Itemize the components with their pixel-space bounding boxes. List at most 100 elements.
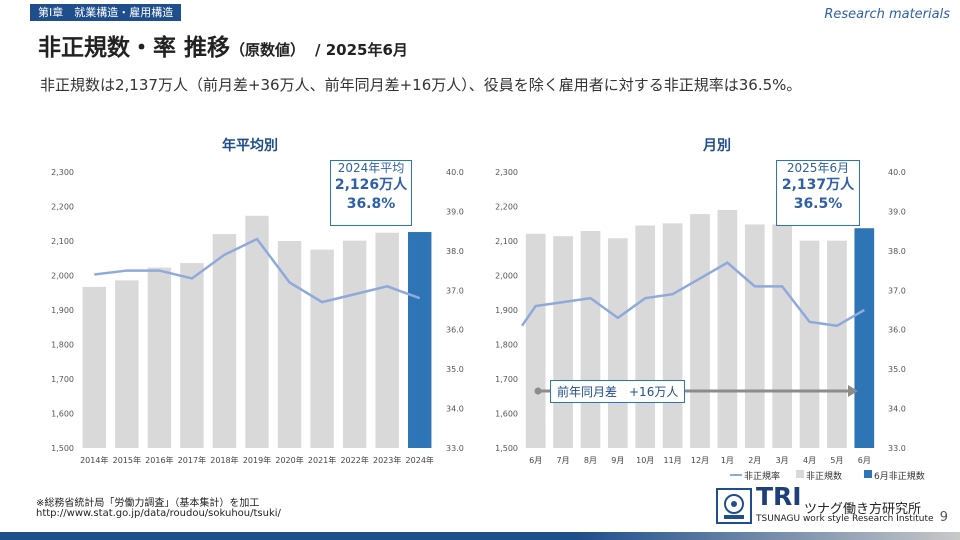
title-main: 非正規数・率 推移 xyxy=(38,35,231,61)
bar xyxy=(115,280,139,448)
yoy-diff-label: 前年同月差 +16万人 xyxy=(550,380,686,403)
annual-callout-count: 2,126万人 xyxy=(334,177,408,193)
x-tick-label: 6月 xyxy=(858,456,871,465)
brand-logo-block: TRI ツナグ働き方研究所 TSUNAGU work style Researc… xyxy=(716,482,934,530)
source-url[interactable]: http://www.stat.go.jp/data/roudou/sokuho… xyxy=(36,508,281,519)
y2-tick-label: 39.0 xyxy=(446,207,464,216)
y-tick-label: 1,700 xyxy=(51,375,74,384)
bar xyxy=(180,263,204,448)
bottom-bar xyxy=(0,532,960,540)
x-tick-label: 2014年 xyxy=(80,455,108,465)
rate-line xyxy=(94,237,421,304)
source-note: ※総務省統計局「労働力調査」（基本集計）を加工 xyxy=(36,498,260,509)
bar xyxy=(799,240,820,448)
annual-callout-period: 2024年平均 xyxy=(337,161,405,175)
bar xyxy=(342,240,367,448)
x-tick-label: 2022年 xyxy=(340,455,368,465)
monthly-callout: 2025年6月 2,137万人 36.5% xyxy=(776,160,860,226)
page-title: 非正規数・率 推移（原数値） / 2025年6月 xyxy=(38,28,408,62)
x-tick-label: 2019年 xyxy=(243,455,271,465)
bar xyxy=(772,224,793,448)
x-tick-label: 2024年 xyxy=(406,455,434,465)
x-tick-label: 6月 xyxy=(529,456,542,465)
y2-tick-label: 38.0 xyxy=(446,247,464,256)
y2-tick-label: 39.0 xyxy=(888,207,906,216)
y2-tick-label: 36.0 xyxy=(888,326,906,335)
y2-tick-label: 38.0 xyxy=(888,247,906,256)
y-tick-label: 1,500 xyxy=(495,444,518,453)
research-label: Research materials xyxy=(824,7,950,22)
x-tick-label: 2017年 xyxy=(178,455,206,465)
bar xyxy=(635,225,656,448)
y-tick-label: 2,200 xyxy=(51,203,74,212)
title-date: / 2025年6月 xyxy=(315,41,408,59)
bar xyxy=(662,223,683,448)
y-tick-label: 2,300 xyxy=(495,168,518,177)
x-tick-label: 2020年 xyxy=(275,455,303,465)
y2-tick-label: 37.0 xyxy=(446,286,464,295)
y2-tick-label: 36.0 xyxy=(446,326,464,335)
bar xyxy=(310,249,334,448)
monthly-callout-rate: 36.5% xyxy=(793,196,843,212)
bar xyxy=(147,267,172,448)
y2-tick-label: 35.0 xyxy=(446,365,464,374)
bar xyxy=(277,241,302,448)
y2-tick-label: 34.0 xyxy=(446,405,464,414)
annual-callout: 2024年平均 2,126万人 36.8% xyxy=(330,160,412,226)
brand-tri: TRI xyxy=(756,482,802,511)
y-tick-label: 1,800 xyxy=(51,341,74,350)
legend-count-swatch xyxy=(796,470,804,478)
yoy-arrow-head xyxy=(848,385,858,397)
x-tick-label: 2021年 xyxy=(308,455,336,465)
x-tick-label: 8月 xyxy=(584,456,597,465)
y2-tick-label: 33.0 xyxy=(888,444,906,453)
y-tick-label: 2,100 xyxy=(495,237,518,246)
bar xyxy=(580,230,601,448)
y2-tick-label: 33.0 xyxy=(446,444,464,453)
brand-jp: ツナグ働き方研究所 xyxy=(804,502,922,517)
y-tick-label: 1,500 xyxy=(51,444,74,453)
bar xyxy=(525,233,546,448)
monthly-callout-count: 2,137万人 xyxy=(781,177,855,193)
bar xyxy=(827,240,847,448)
bar xyxy=(375,232,399,448)
y2-tick-label: 40.0 xyxy=(888,168,906,177)
yoy-arrow-start xyxy=(534,387,542,395)
legend-june-swatch xyxy=(864,470,872,478)
y-tick-label: 2,200 xyxy=(495,203,518,212)
y2-tick-label: 40.0 xyxy=(446,168,464,177)
annual-callout-rate: 36.8% xyxy=(346,196,396,212)
legend-rate-label: 非正規率 xyxy=(744,470,780,482)
bar xyxy=(690,214,710,448)
bar xyxy=(408,232,432,448)
x-tick-label: 9月 xyxy=(611,456,624,465)
bar xyxy=(553,236,573,448)
x-tick-label: 4月 xyxy=(803,456,816,465)
bar xyxy=(212,234,237,448)
x-tick-label: 7月 xyxy=(557,456,570,465)
legend-june-label: 6月非正規数 xyxy=(874,470,925,482)
x-tick-label: 12月 xyxy=(691,456,709,465)
bar xyxy=(717,209,738,448)
y-tick-label: 1,600 xyxy=(51,410,74,419)
chart-title-annual: 年平均別 xyxy=(222,138,278,154)
y-tick-label: 1,900 xyxy=(495,306,518,315)
y-tick-label: 2,100 xyxy=(51,237,74,246)
y-tick-label: 1,800 xyxy=(495,341,518,350)
title-sub: （原数値） xyxy=(230,41,306,59)
x-tick-label: 2月 xyxy=(748,456,761,465)
y2-tick-label: 34.0 xyxy=(888,405,906,414)
x-tick-label: 10月 xyxy=(636,456,654,465)
x-tick-label: 5月 xyxy=(830,456,843,465)
bar xyxy=(82,286,106,448)
annual-chart: 1,500 1,600 1,700 1,800 1,900 2,000 2,100 2,200… xyxy=(51,168,464,465)
x-tick-label: 3月 xyxy=(776,456,789,465)
rate-line xyxy=(520,261,865,328)
y-tick-label: 1,900 xyxy=(51,306,74,315)
y-tick-label: 2,000 xyxy=(51,272,74,281)
page-number: 9 xyxy=(939,510,948,525)
x-tick-label: 11月 xyxy=(664,456,682,465)
bar xyxy=(854,228,875,448)
y-tick-label: 2,000 xyxy=(495,272,518,281)
y-tick-label: 2,300 xyxy=(51,168,74,177)
